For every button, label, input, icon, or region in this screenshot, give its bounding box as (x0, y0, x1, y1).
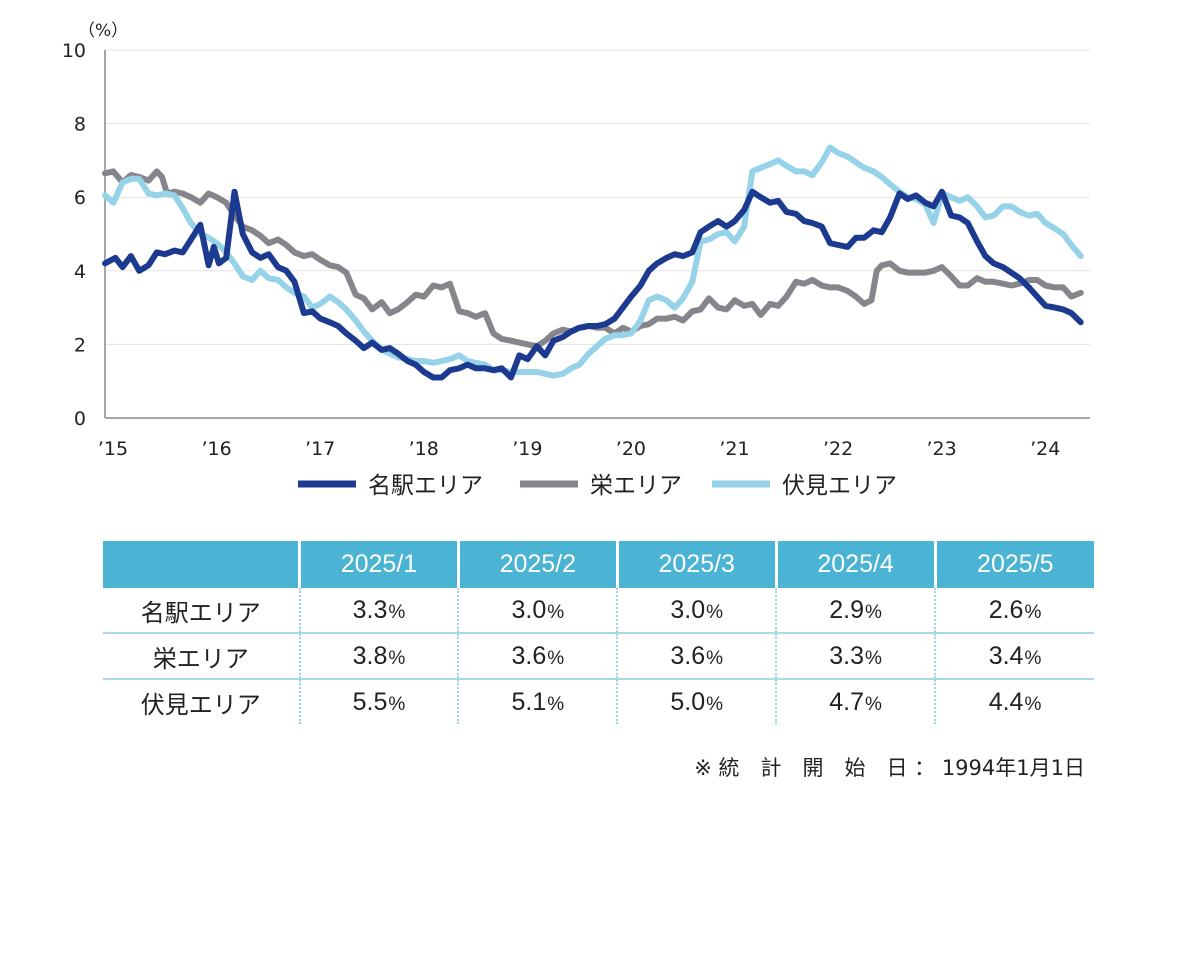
rate-value: 3.4 (988, 641, 1024, 670)
percent-unit: % (865, 647, 882, 669)
table-header-month: 2025/5 (933, 541, 1094, 588)
table-cell-rate: 5.1% (457, 679, 618, 724)
percent-unit: % (706, 647, 724, 669)
table-header-month: 2025/4 (774, 541, 936, 588)
legend-label: 伏見エリア (782, 473, 897, 499)
table-cell-rate: 5.0% (616, 679, 777, 724)
percent-unit: % (865, 693, 882, 715)
y-axis-unit-label: （%） (78, 21, 128, 41)
y-tick-label: 6 (74, 187, 86, 209)
x-tick-label: ’16 (201, 438, 231, 460)
table-row: 栄エリア 3.8% 3.6% 3.6% 3.3% 3.4% (103, 633, 1094, 680)
percent-unit: % (706, 693, 724, 715)
percent-unit: % (706, 601, 724, 623)
x-tick-label: ’21 (719, 438, 749, 460)
y-tick-label: 10 (62, 40, 86, 62)
vacancy-rate-line-chart: 0 2 4 6 8 10 ’15 ’16 ’17 ’18 ’19 ’20 ’21 ’22 ’23 ’24 （… (62, 21, 1090, 499)
vacancy-rate-table: 2025/1 2025/2 2025/3 2025/4 2025/5 名駅エリア… (103, 541, 1094, 724)
legend-label: 栄エリア (590, 473, 682, 499)
x-axis-ticks: ’15 ’16 ’17 ’18 ’19 ’20 ’21 ’22 ’23 ’24 (98, 438, 1060, 460)
table-row-label: 伏見エリア (140, 690, 261, 719)
vacancy-rate-table-container: 2025/1 2025/2 2025/3 2025/4 2025/5 名駅エリア… (103, 541, 1094, 724)
percent-unit: % (388, 693, 406, 715)
table-row-label: 名駅エリア (103, 588, 300, 634)
x-tick-label: ’19 (512, 438, 542, 460)
percent-unit: % (547, 693, 565, 715)
table-header-row: 2025/1 2025/2 2025/3 2025/4 2025/5 (103, 541, 1094, 588)
series-line-2 (102, 144, 1084, 379)
rate-value: 3.3 (829, 641, 865, 670)
table-cell-rate: 3.0% (616, 588, 777, 634)
x-tick-label: ’22 (823, 438, 853, 460)
rate-value: 3.6 (511, 641, 547, 670)
rate-value: 3.8 (352, 641, 388, 670)
percent-unit: % (388, 601, 406, 623)
x-tick-label: ’17 (305, 438, 335, 460)
rate-value: 5.0 (670, 687, 706, 716)
table-cell-rate: 3.0% (457, 588, 618, 634)
legend-label: 名駅エリア (368, 473, 483, 499)
table-row: 伏見エリア 5.5% 5.1% 5.0% 4.7% 4.4% (103, 679, 1094, 724)
rate-value: 4.7 (829, 687, 865, 716)
series-line-0 (102, 188, 1084, 381)
rate-value: 2.6 (988, 595, 1024, 624)
table-cell-rate: 3.4% (934, 633, 1094, 680)
statistics-start-date-note: ※ 統 計 開 始 日 ： 1994年1月1日 (694, 756, 1085, 780)
percent-unit: % (1024, 647, 1042, 669)
y-tick-label: 0 (74, 408, 86, 430)
rate-value: 3.3 (352, 595, 388, 624)
rate-value: 3.6 (670, 641, 706, 670)
percent-unit: % (1024, 601, 1042, 623)
table-row-label: 栄エリア (103, 633, 300, 680)
percent-unit: % (547, 647, 565, 669)
percent-unit: % (547, 601, 565, 623)
rate-value: 3.0 (511, 595, 547, 624)
table-cell-rate: 3.6% (457, 633, 618, 680)
rate-value: 5.5 (352, 687, 388, 716)
table-header-month: 2025/2 (456, 541, 618, 588)
x-tick-label: ’15 (98, 438, 128, 460)
table-row: 名駅エリア 3.3% 3.0% 3.0% 2.9% 2.6% (103, 588, 1094, 634)
rate-value: 4.4 (988, 687, 1024, 716)
y-axis-ticks: 0 2 4 6 8 10 (62, 40, 86, 430)
y-tick-label: 8 (74, 114, 86, 136)
table-header-month: 2025/1 (298, 541, 459, 588)
y-tick-label: 4 (74, 261, 86, 283)
table-cell-rate: 2.9% (775, 588, 936, 634)
rate-value: 5.1 (511, 687, 547, 716)
percent-unit: % (388, 647, 406, 669)
table-header-month: 2025/3 (615, 541, 777, 588)
percent-unit: % (865, 601, 882, 623)
rate-value: 2.9 (829, 595, 865, 624)
chart-legend: 名駅エリア 栄エリア 伏見エリア (298, 473, 897, 499)
x-tick-label: ’24 (1030, 438, 1060, 460)
table-cell-rate: 4.4% (934, 679, 1094, 724)
table-cell-rate: 4.7% (775, 679, 936, 724)
table-corner-cell (103, 541, 300, 588)
series-lines (102, 144, 1084, 381)
rate-value: 3.0 (670, 595, 706, 624)
table-cell-rate: 2.6% (934, 588, 1094, 634)
x-tick-label: ’23 (927, 438, 957, 460)
y-tick-label: 2 (74, 334, 86, 356)
table-cell-rate: 3.6% (616, 633, 777, 680)
table-cell-rate: 3.8% (298, 633, 459, 680)
table-cell-rate: 3.3% (298, 588, 459, 634)
table-cell-rate: 5.5% (298, 679, 459, 724)
table-cell-rate: 3.3% (775, 633, 936, 680)
x-tick-label: ’20 (616, 438, 646, 460)
percent-unit: % (1024, 693, 1042, 715)
x-tick-label: ’18 (409, 438, 439, 460)
